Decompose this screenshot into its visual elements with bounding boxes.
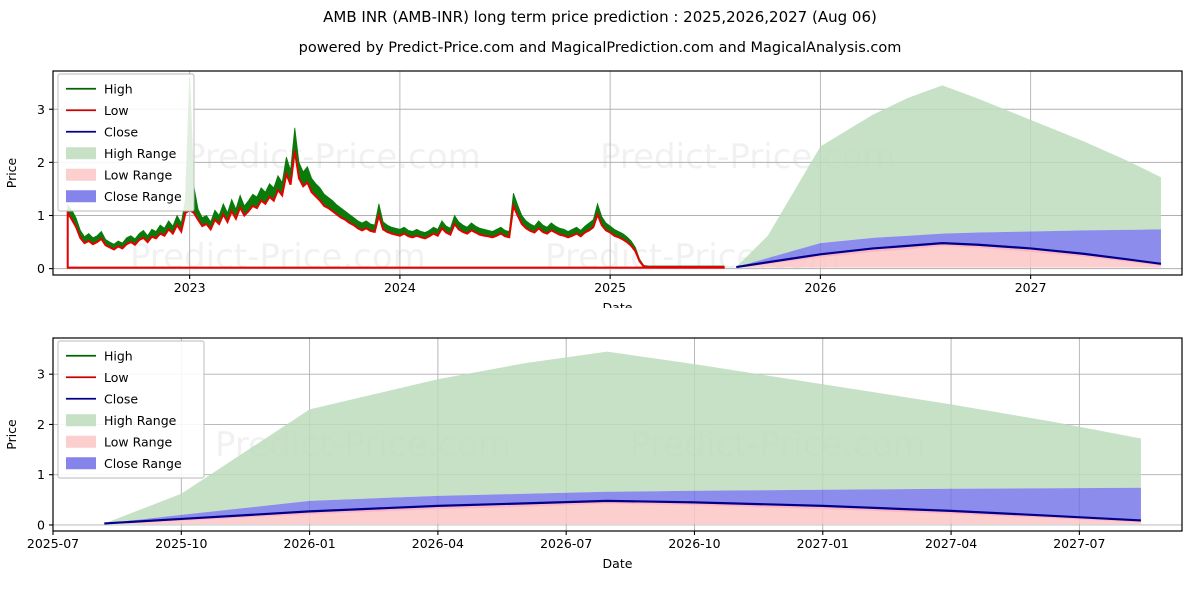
x-tick-label: 2026-07 (540, 536, 592, 551)
bottom-forecast-chart: Predict-Price.comPredict-Price.com0123Pr… (4, 337, 1183, 571)
series-group (66, 77, 1162, 269)
watermark-text: Predict-Price.com (185, 137, 481, 177)
close-forecast-line (104, 499, 1142, 525)
legend-item-label: Close (104, 124, 138, 139)
legend-item-label: Low (104, 370, 129, 385)
chart-legend: High Low Close High Range Low Range Close Ran… (57, 73, 195, 212)
legend-item-label: High (104, 81, 133, 96)
x-axis-title: Date (603, 300, 633, 308)
title-block: AMB INR (AMB-INR) long term price predic… (0, 0, 1200, 57)
page-subtitle: powered by Predict-Price.com and Magical… (298, 40, 902, 56)
y-tick-label: 0 (37, 261, 45, 276)
x-tick-label: 2023 (174, 280, 206, 295)
legend-swatch-band (66, 457, 96, 470)
y-axis: 0 1 2 3 Price (4, 102, 53, 276)
x-axis: 2025-07 2025-10 2026-01 2026-04 2026-07 2026-… (27, 531, 1105, 571)
x-tick-label: 2027 (1015, 280, 1047, 295)
high-range-band (736, 85, 1161, 268)
x-tick-label: 2025-07 (27, 536, 79, 551)
y-tick-label: 2 (37, 155, 45, 170)
low-forecast-line (736, 244, 1162, 268)
low-range-band (104, 500, 1141, 524)
x-tick-label: 2025-10 (155, 536, 207, 551)
series-group (104, 351, 1142, 525)
chart-legend: High Low Close High Range Low Range Close Ran… (57, 340, 205, 479)
top-price-chart: Predict-Price.com Predict-Price.comPredic… (4, 70, 1183, 308)
y-tick-label: 3 (37, 367, 45, 382)
y-tick-label: 3 (37, 102, 45, 117)
close-forecast-line (736, 242, 1162, 269)
x-axis-title: Date (603, 556, 633, 571)
close-range-band (736, 229, 1161, 268)
legend-swatch-band (66, 147, 96, 160)
close-range-band (104, 487, 1141, 524)
x-tick-label: 2027-07 (1053, 536, 1105, 551)
plot-frame (52, 70, 1183, 276)
y-axis-title: Price (4, 419, 19, 450)
legend-swatch-band (66, 168, 96, 181)
y-tick-label: 2 (37, 417, 45, 432)
watermark-text: Predict-Price.com (130, 237, 426, 277)
low-forecast-line (104, 502, 1141, 525)
x-axis: 2023 2024 2025 2026 2027 Date (174, 275, 1047, 308)
y-axis-title: Price (4, 157, 19, 188)
x-tick-label: 2026-04 (412, 536, 464, 551)
history-low-series (66, 150, 725, 269)
legend-item-label: Low Range (104, 434, 173, 449)
legend-item-label: Close Range (104, 189, 182, 204)
page-title: AMB INR (AMB-INR) long term price predic… (323, 8, 877, 26)
legend-swatch-band (66, 414, 96, 427)
legend-item-label: Low (104, 103, 129, 118)
legend-item-label: High Range (104, 413, 177, 428)
x-tick-label: 2026-10 (668, 536, 720, 551)
legend-item-label: Low Range (104, 167, 173, 182)
x-tick-label: 2027-04 (925, 536, 977, 551)
legend-item-label: Close (104, 391, 138, 406)
y-tick-label: 1 (37, 467, 45, 482)
legend-item-label: High (104, 348, 133, 363)
legend-swatch-band (66, 190, 96, 203)
x-tick-label: 2024 (384, 280, 416, 295)
x-tick-label: 2027-01 (797, 536, 849, 551)
legend-item-label: Close Range (104, 456, 182, 471)
y-tick-label: 0 (37, 517, 45, 532)
plot-frame (52, 337, 1183, 532)
legend-item-label: High Range (104, 146, 177, 161)
high-range-band (104, 351, 1141, 524)
y-tick-label: 1 (37, 208, 45, 223)
x-tick-label: 2026-01 (283, 536, 335, 551)
y-axis: 0 1 2 3 Price (4, 367, 53, 532)
legend-swatch-band (66, 435, 96, 448)
low-range-band (736, 243, 1161, 268)
x-tick-label: 2026 (804, 280, 836, 295)
x-tick-label: 2025 (594, 280, 626, 295)
